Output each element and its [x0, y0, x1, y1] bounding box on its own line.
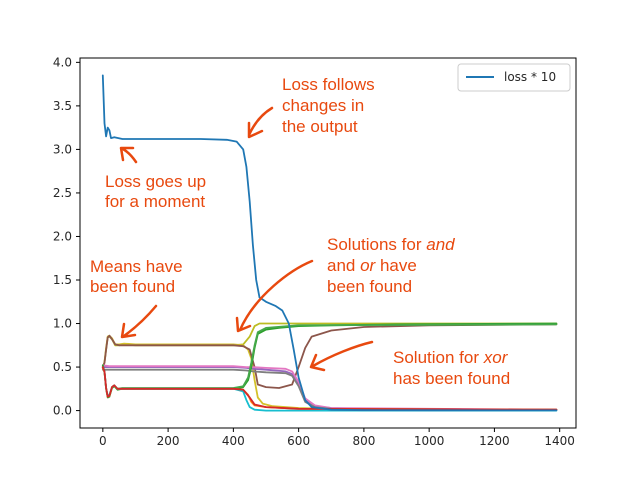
y-tick-label: 3.0	[53, 142, 72, 156]
plot-frame	[79, 57, 577, 429]
x-tick-label: 1400	[544, 434, 575, 448]
axes-layer: 0 200 400 600 800 1000 1200 1400 0.0 0.5 1.0 1.5 2.0…	[53, 55, 577, 448]
arrow-solutions-and-or	[235, 259, 314, 333]
arrow-means-found	[120, 304, 158, 339]
y-tick-label: 1.0	[53, 317, 72, 331]
annotations: Loss follows changes in the output Loss …	[90, 75, 512, 388]
y-tick-label: 0.5	[53, 360, 72, 374]
y-tick-label: 3.5	[53, 99, 72, 113]
x-tick-label: 600	[287, 434, 310, 448]
annot-means-found: Means have been found	[90, 257, 187, 296]
y-tick-label: 1.5	[53, 273, 72, 287]
arrow-loss-up	[119, 146, 138, 164]
annot-solutions-and-or: Solutions for and and or have been found	[327, 235, 459, 296]
y-tick-label: 0.0	[53, 404, 72, 418]
x-tick-label: 800	[352, 434, 375, 448]
annot-solution-xor: Solution for xor has been found	[393, 348, 512, 388]
series-line-mean-mid-3	[101, 368, 558, 411]
y-tick-label: 2.0	[53, 229, 72, 243]
series-line-mean-upper-3	[101, 323, 558, 389]
annot-loss-up: Loss goes up for a moment	[105, 172, 211, 211]
series-line-mean-lower-5	[101, 366, 558, 411]
y-tick-label: 2.5	[53, 186, 72, 200]
x-tick-label: 1000	[414, 434, 445, 448]
series-line-loss-10	[101, 74, 558, 412]
legend: loss * 10	[457, 63, 571, 92]
x-tick-label: 200	[157, 434, 180, 448]
annot-loss-follows: Loss follows changes in the output	[282, 75, 379, 136]
y-tick-label: 4.0	[53, 55, 72, 69]
legend-box	[457, 63, 571, 92]
x-tick-label: 1200	[479, 434, 510, 448]
arrow-loss-follows	[247, 106, 274, 139]
arrow-solution-xor	[309, 340, 374, 372]
series-line-mean-mid-2	[101, 364, 558, 411]
legend-label-loss: loss * 10	[504, 70, 556, 84]
x-tick-label: 0	[99, 434, 107, 448]
series-layer	[101, 74, 558, 412]
x-tick-label: 400	[222, 434, 245, 448]
